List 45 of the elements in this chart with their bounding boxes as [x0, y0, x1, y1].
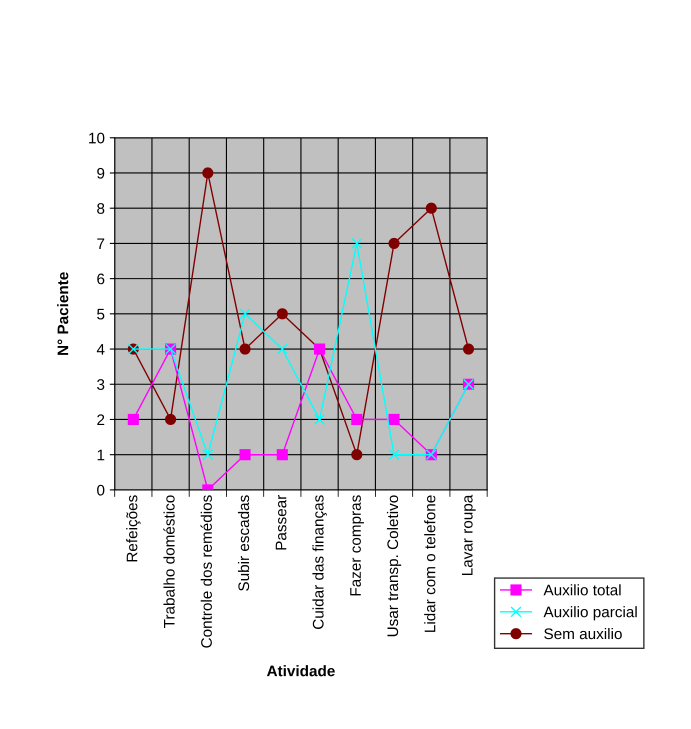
x-tick-label: Subir escadas: [238, 495, 250, 591]
y-tick-label: 4: [96, 344, 105, 355]
y-tick-label: 0: [97, 484, 104, 496]
point: [462, 343, 474, 355]
point: [276, 343, 288, 355]
y-tick-label: 5: [97, 308, 104, 320]
point: [165, 414, 176, 426]
point: [276, 308, 288, 320]
point: [240, 449, 251, 460]
point: [388, 238, 400, 249]
y-tick-label: 7: [97, 238, 104, 249]
point: [351, 414, 362, 426]
point: [202, 449, 214, 460]
y-tick-label: 2: [97, 414, 104, 425]
point: [388, 449, 400, 460]
x-tick-label: Fazer compras: [350, 495, 364, 596]
x-tick-label: Passear: [276, 495, 286, 550]
x-tick-label: Controle dos remédios: [200, 495, 212, 648]
legend-label: Auxilio total: [544, 584, 621, 596]
y-tick-label: 10: [89, 132, 104, 144]
legend-label: Sem auxilio: [544, 628, 622, 640]
point: [240, 308, 251, 320]
point: [276, 449, 288, 460]
point: [202, 167, 214, 179]
point: [388, 414, 400, 426]
y-tick-label: 1: [98, 450, 104, 460]
legend-label: Auxilio parcial: [544, 606, 637, 620]
x-tick-label: Usar transp. Coletivo: [386, 495, 402, 636]
y-tick-label: 3: [97, 379, 104, 390]
point: [240, 343, 251, 355]
x-tick-label: Lidar com o telefone: [424, 495, 436, 632]
point: [314, 414, 326, 426]
y-tick-label: 8: [97, 203, 104, 214]
x-tick-label: Refeições: [126, 495, 140, 562]
x-tick-label: Cuidar das finanças: [312, 495, 327, 629]
point: [426, 202, 437, 214]
point: [128, 414, 139, 426]
point: [351, 449, 362, 460]
x-tick-label: Lavar roupa: [462, 494, 476, 576]
x-tick-label: Trabalho doméstico: [163, 495, 175, 628]
y-axis-title: N° Paciente: [57, 272, 68, 355]
y-tick-label: 9: [97, 168, 104, 179]
point: [351, 238, 362, 249]
x-axis-title: Atividade: [266, 665, 335, 676]
y-tick-label: 6: [97, 273, 104, 284]
